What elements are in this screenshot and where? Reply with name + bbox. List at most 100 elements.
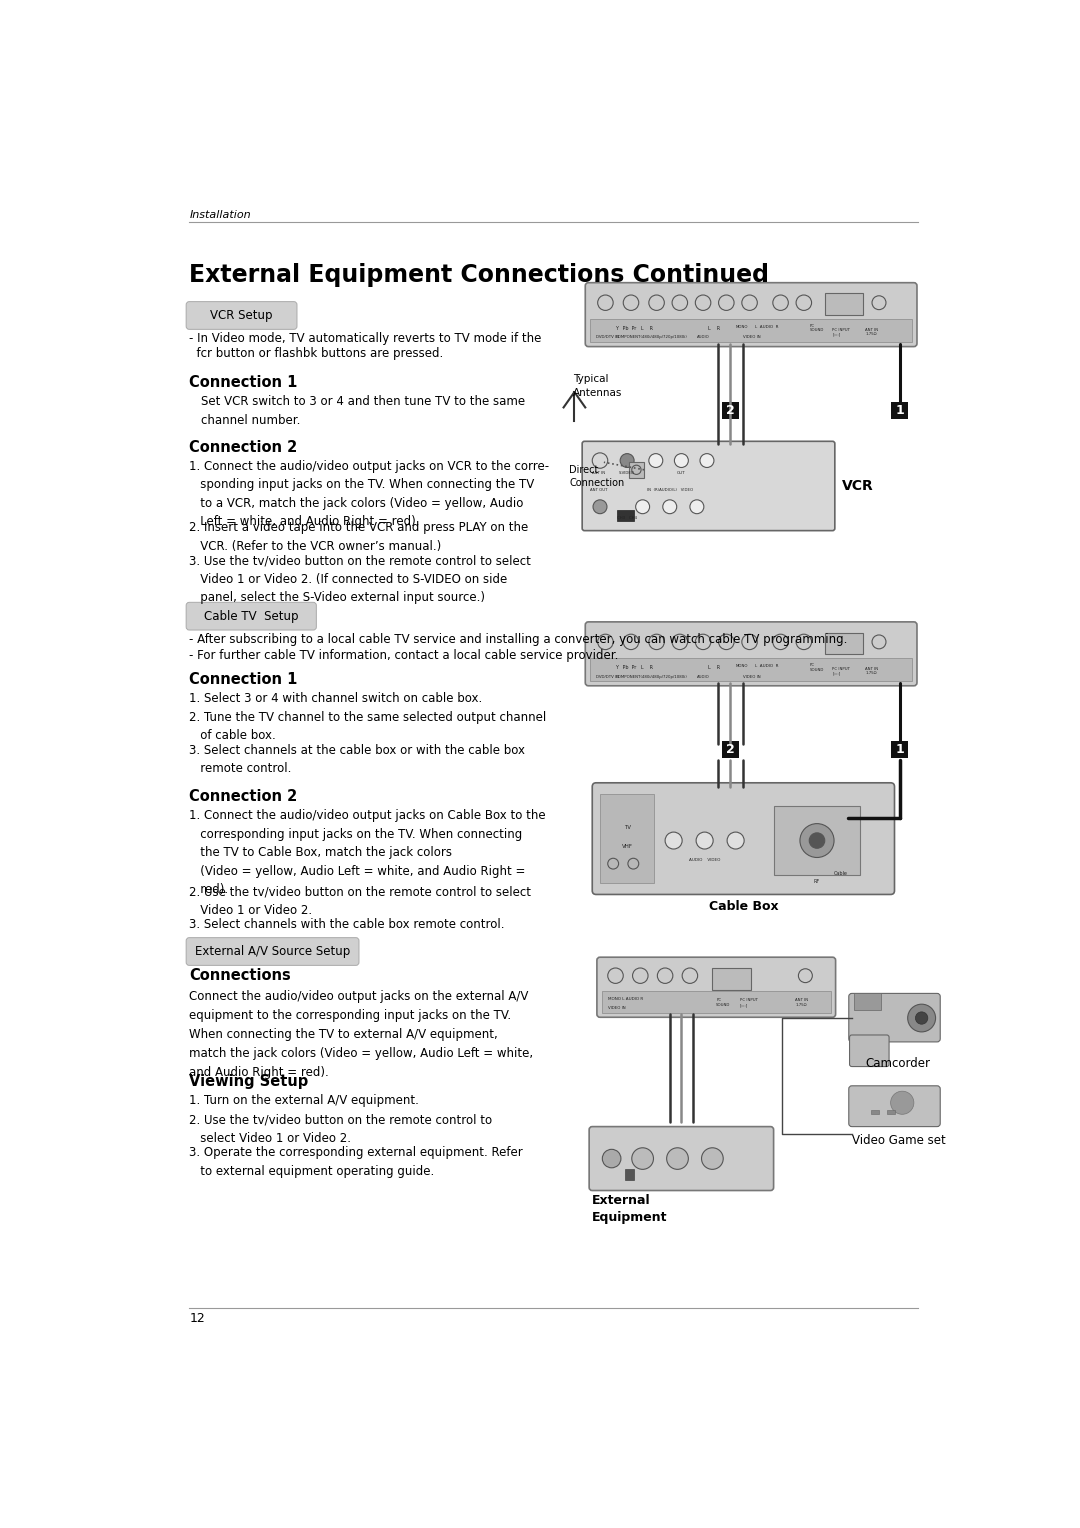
Text: Y   Pb  Pr   L    R: Y Pb Pr L R [616, 665, 653, 669]
FancyBboxPatch shape [585, 622, 917, 686]
Text: PC
SOUND: PC SOUND [809, 324, 824, 333]
Text: 3. Select channels with the cable box remote control.: 3. Select channels with the cable box re… [189, 918, 504, 932]
Text: Y   Pb  Pr   L    R: Y Pb Pr L R [616, 325, 653, 330]
Circle shape [690, 500, 704, 513]
FancyBboxPatch shape [849, 993, 941, 1042]
Bar [625, 1169, 634, 1180]
Text: 3. Use the tv/video button on the remote control to select
   Video 1 or Video 2: 3. Use the tv/video button on the remote… [189, 555, 531, 605]
Text: COMPONENT(480i/480p/720p/1080i): COMPONENT(480i/480p/720p/1080i) [616, 335, 687, 339]
Text: - For further cable TV information, contact a local cable service provider.: - For further cable TV information, cont… [189, 649, 619, 662]
Bar [600, 795, 654, 883]
Circle shape [809, 833, 825, 848]
Circle shape [907, 1004, 935, 1031]
Text: S-VIDEO: S-VIDEO [619, 472, 635, 475]
Text: 2. Use the tv/video button on the remote control to select
   Video 1 or Video 2: 2. Use the tv/video button on the remote… [189, 885, 531, 917]
Circle shape [702, 1148, 724, 1169]
Text: 1. Connect the audio/video output jacks on VCR to the corre-
   sponding input j: 1. Connect the audio/video output jacks … [189, 460, 550, 529]
Text: 1. Connect the audio/video output jacks on Cable Box to the
   corresponding inp: 1. Connect the audio/video output jacks … [189, 810, 545, 897]
Text: 2: 2 [726, 403, 734, 417]
Text: 2. Tune the TV channel to the same selected output channel
   of cable box.: 2. Tune the TV channel to the same selec… [189, 711, 546, 743]
Text: AUDIO: AUDIO [697, 674, 710, 678]
Circle shape [649, 454, 663, 468]
FancyBboxPatch shape [597, 957, 836, 1018]
Text: TV: TV [623, 825, 631, 830]
Text: Typical
Antennas: Typical Antennas [572, 374, 622, 397]
Text: VIDEO IN: VIDEO IN [743, 335, 761, 339]
Text: 2. Use the tv/video button on the remote control to
   select Video 1 or Video 2: 2. Use the tv/video button on the remote… [189, 1112, 492, 1144]
Text: fcr button or flashbk buttons are pressed.: fcr button or flashbk buttons are presse… [189, 347, 444, 359]
Bar [825, 293, 864, 315]
Circle shape [800, 824, 834, 857]
Text: 1: 1 [895, 743, 904, 756]
Text: PC INPUT
[::::]: PC INPUT [::::] [740, 998, 757, 1007]
Bar [887, 1109, 894, 1114]
FancyBboxPatch shape [850, 1034, 889, 1067]
Text: Connection 1: Connection 1 [189, 672, 298, 688]
Text: - After subscribing to a local cable TV service and installing a converter, you : - After subscribing to a local cable TV … [189, 633, 848, 646]
Text: MONO: MONO [735, 324, 748, 329]
FancyBboxPatch shape [592, 782, 894, 894]
Circle shape [916, 1012, 928, 1024]
Text: PC INPUT
[::::]: PC INPUT [::::] [833, 327, 851, 336]
Text: Connections: Connections [189, 969, 291, 983]
Bar [872, 1109, 879, 1114]
Text: Direct
Connection: Direct Connection [569, 465, 624, 489]
Text: Connection 1: Connection 1 [189, 374, 298, 390]
Bar [774, 805, 860, 876]
Circle shape [620, 454, 634, 468]
Bar [891, 741, 908, 758]
Text: RF: RF [814, 879, 820, 883]
Text: 3. Operate the corresponding external equipment. Refer
   to external equipment : 3. Operate the corresponding external eq… [189, 1146, 523, 1178]
Bar [891, 402, 908, 419]
FancyBboxPatch shape [849, 1086, 941, 1126]
Text: OUT: OUT [677, 472, 686, 475]
Text: ANT IN
1.75Ω: ANT IN 1.75Ω [865, 327, 878, 336]
Circle shape [636, 500, 649, 513]
Circle shape [665, 833, 683, 850]
Text: 2: 2 [726, 743, 734, 756]
Bar [629, 461, 644, 477]
Text: COMPONENT(480i/480p/720p/1080i): COMPONENT(480i/480p/720p/1080i) [616, 674, 687, 678]
Bar [854, 993, 881, 1010]
Bar [713, 969, 751, 990]
Bar [617, 510, 634, 521]
Text: Cable: Cable [834, 871, 847, 876]
Text: PC INPUT
[::::]: PC INPUT [::::] [833, 666, 851, 675]
Text: 12: 12 [189, 1313, 205, 1325]
Text: VHF: VHF [622, 845, 633, 850]
Circle shape [632, 1148, 653, 1169]
Circle shape [891, 1091, 914, 1114]
Text: External: External [592, 1193, 651, 1207]
Circle shape [697, 833, 713, 850]
Text: AUDIO    VIDEO: AUDIO VIDEO [689, 859, 720, 862]
Text: CH3   CH4: CH3 CH4 [617, 516, 637, 520]
Bar [721, 741, 739, 758]
Circle shape [727, 833, 744, 850]
Text: Installation: Installation [189, 211, 251, 220]
Text: Connection 2: Connection 2 [189, 440, 297, 455]
Text: VCR Setup: VCR Setup [211, 309, 273, 322]
Circle shape [593, 500, 607, 513]
Text: DVD/DTV IN: DVD/DTV IN [596, 674, 619, 678]
Text: DVD/DTV IN: DVD/DTV IN [596, 335, 619, 339]
Text: AUDIO: AUDIO [697, 335, 710, 339]
Circle shape [674, 454, 688, 468]
Text: External A/V Source Setup: External A/V Source Setup [194, 944, 350, 958]
Text: ANT IN
1.75Ω: ANT IN 1.75Ω [795, 998, 808, 1007]
Text: L    R: L R [708, 665, 720, 669]
Text: VCR: VCR [841, 478, 874, 494]
Text: IN  (R)AUDIO(L)   VIDEO: IN (R)AUDIO(L) VIDEO [647, 489, 692, 492]
Text: ANT IN
1.75Ω: ANT IN 1.75Ω [865, 666, 878, 675]
Text: L  AUDIO  R: L AUDIO R [755, 324, 779, 329]
Bar [825, 633, 864, 654]
Text: Connection 2: Connection 2 [189, 790, 297, 804]
Text: Cable TV  Setup: Cable TV Setup [204, 610, 298, 623]
Text: Set VCR switch to 3 or 4 and then tune TV to the same
channel number.: Set VCR switch to 3 or 4 and then tune T… [201, 396, 525, 428]
FancyBboxPatch shape [186, 602, 316, 630]
Circle shape [700, 454, 714, 468]
Text: PC
SOUND: PC SOUND [716, 998, 731, 1007]
Text: External Equipment Connections Continued: External Equipment Connections Continued [189, 263, 769, 287]
Text: VIDEO IN: VIDEO IN [743, 674, 761, 678]
Text: ANT IN: ANT IN [592, 472, 605, 475]
Text: MONO L AUDIO R: MONO L AUDIO R [608, 996, 643, 1001]
